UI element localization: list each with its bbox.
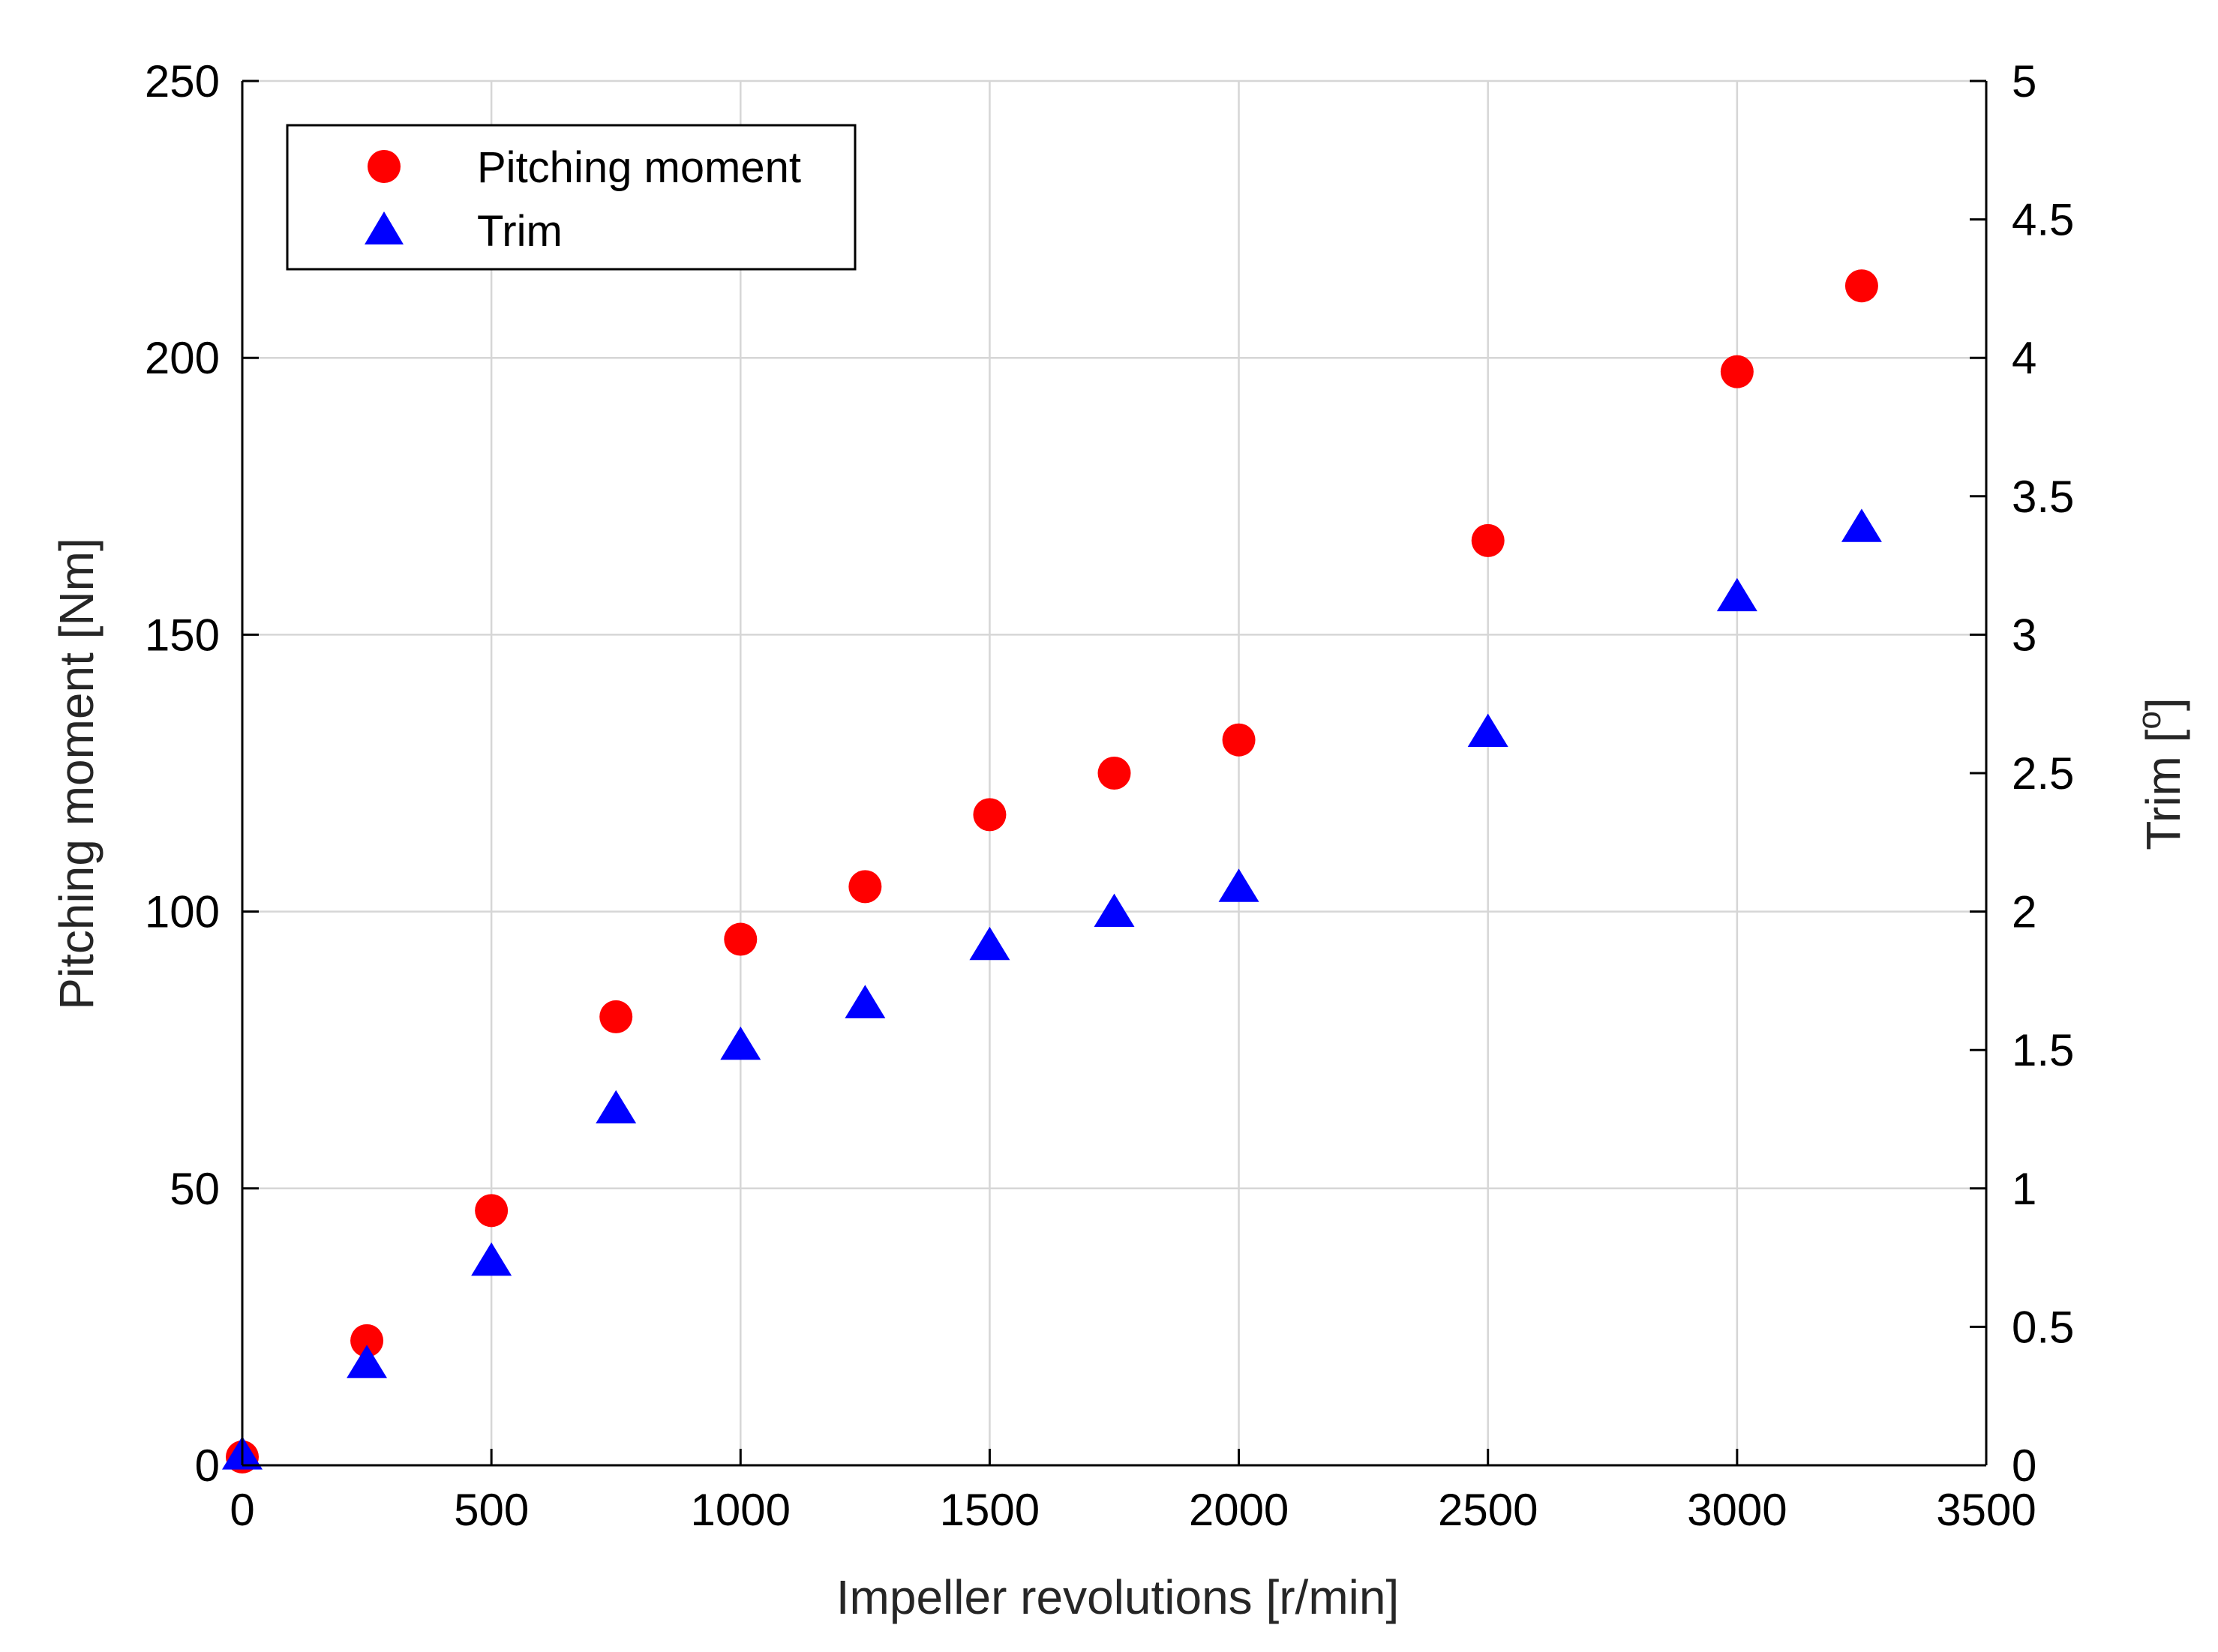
- trim-point: [845, 985, 886, 1018]
- pitching-moment-point: [475, 1194, 509, 1228]
- series-pitching-moment: [226, 269, 1878, 1474]
- x-tick-label-5: 2500: [1438, 1485, 1538, 1535]
- y-right-tick-label-5: 2.5: [2012, 748, 2074, 799]
- y-axis-right-label-degree: o: [2131, 711, 2168, 729]
- pitching-moment-point: [1720, 355, 1754, 388]
- series-trim: [222, 508, 1882, 1470]
- x-tick-label-6: 3000: [1687, 1485, 1787, 1535]
- trim-point: [1716, 577, 1757, 612]
- trim-point: [1467, 713, 1508, 748]
- x-tick-label-0: 0: [230, 1485, 254, 1535]
- pitching-moment-point: [724, 922, 758, 956]
- trim-point: [1841, 508, 1882, 542]
- pitching-moment-point: [1222, 723, 1256, 757]
- data-layer: [222, 269, 1882, 1474]
- y-axis-left-label: Pitching moment [Nm]: [50, 538, 104, 1010]
- pitching-moment-point: [1844, 269, 1878, 303]
- ticks-layer: 0 500 1000 1500 2000 2500 3000 3500050100150200…: [145, 56, 2075, 1535]
- x-tick-label-1: 500: [454, 1485, 529, 1535]
- pitching-moment-point: [1097, 757, 1131, 790]
- y-left-tick-label-1: 50: [170, 1164, 220, 1214]
- y-right-tick-label-8: 4: [2012, 333, 2036, 383]
- y-right-tick-label-10: 5: [2012, 56, 2036, 106]
- y-left-tick-label-3: 150: [145, 610, 220, 660]
- trim-point: [596, 1090, 637, 1124]
- x-tick-label-3: 1500: [940, 1485, 1040, 1535]
- y-left-tick-label-5: 250: [145, 56, 220, 106]
- x-tick-label-7: 3500: [1936, 1485, 2036, 1535]
- y-right-tick-label-4: 2: [2012, 887, 2036, 937]
- y-axis-right-label-main: Trim [: [2136, 729, 2190, 850]
- x-axis-label: Impeller revolutions [r/min]: [836, 1570, 1399, 1624]
- trim-point: [969, 926, 1010, 961]
- x-tick-label-2: 1000: [691, 1485, 791, 1535]
- y-right-tick-label-9: 4.5: [2012, 195, 2074, 245]
- pitching-moment-point: [599, 1000, 633, 1033]
- legend-marker-pitching-moment: [368, 150, 401, 183]
- trim-point: [471, 1242, 512, 1276]
- y-right-tick-label-6: 3: [2012, 610, 2036, 660]
- pitching-moment-point: [350, 1324, 384, 1357]
- y-left-tick-label-4: 200: [145, 333, 220, 383]
- pitching-moment-point: [1471, 523, 1505, 557]
- pitching-moment-point: [973, 798, 1007, 832]
- y-axis-right-label: Trim [o]: [2131, 697, 2190, 850]
- y-right-tick-label-3: 1.5: [2012, 1025, 2074, 1075]
- trim-point: [1218, 868, 1259, 902]
- y-left-tick-label-2: 100: [145, 887, 220, 937]
- legend-label-pitching-moment: Pitching moment: [477, 143, 801, 192]
- y-right-tick-label-2: 1: [2012, 1164, 2036, 1214]
- legend: Pitching moment Trim: [286, 124, 857, 271]
- legend-box: [286, 124, 857, 271]
- y-right-tick-label-7: 3.5: [2012, 472, 2074, 522]
- pitching-moment-point: [848, 870, 882, 904]
- y-right-tick-label-0: 0: [2012, 1441, 2036, 1491]
- trim-point: [1094, 893, 1135, 927]
- x-tick-label-4: 2000: [1189, 1485, 1289, 1535]
- trim-point: [347, 1345, 388, 1378]
- y-right-tick-label-1: 0.5: [2012, 1302, 2074, 1352]
- y-axis-right-label-end: ]: [2136, 697, 2190, 711]
- legend-marker-trim: [365, 211, 404, 244]
- legend-label-trim: Trim: [477, 207, 563, 256]
- y-left-tick-label-0: 0: [195, 1441, 220, 1491]
- trim-point: [720, 1026, 761, 1060]
